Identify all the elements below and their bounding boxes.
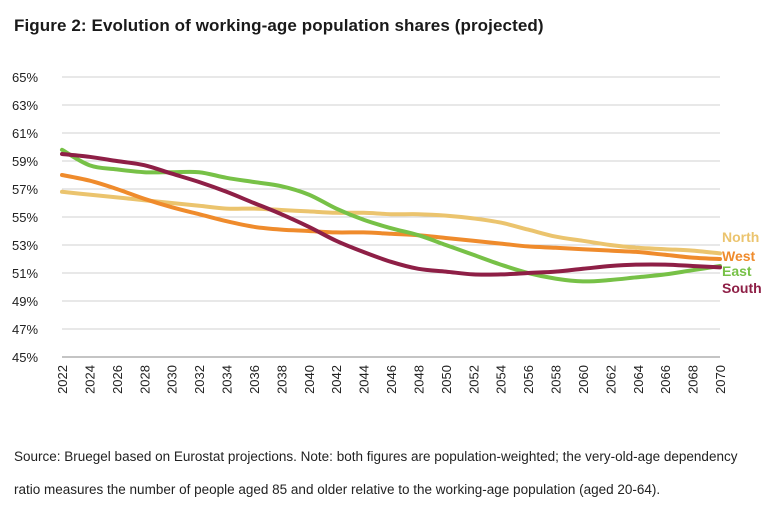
series-line-south xyxy=(60,152,722,277)
x-tick-label: 2062 xyxy=(603,365,618,394)
x-tick-label: 2068 xyxy=(686,365,701,394)
y-tick-label: 57% xyxy=(12,182,38,197)
line-chart: 45% 47% 49% 51% 53% 55% 57% 59% 61% 63% 65% 2022 202… xyxy=(12,70,762,394)
x-tick-label: 2030 xyxy=(165,365,180,394)
y-tick-label: 45% xyxy=(12,350,38,365)
x-tick-label: 2060 xyxy=(576,365,591,394)
x-tick-label: 2054 xyxy=(494,365,509,394)
x-tick-label: 2038 xyxy=(274,365,289,394)
x-tick-label: 2032 xyxy=(192,365,207,394)
y-tick-label: 49% xyxy=(12,294,38,309)
x-tick-label: 2052 xyxy=(466,365,481,394)
x-tick-label: 2056 xyxy=(521,365,536,394)
source-note: Source: Bruegel based on Eurostat projec… xyxy=(14,449,738,497)
legend-label-south: South xyxy=(722,280,762,296)
x-tick-label: 2046 xyxy=(384,365,399,394)
chart-title: Figure 2: Evolution of working-age popul… xyxy=(14,16,544,35)
x-tick-label: 2036 xyxy=(247,365,262,394)
legend-label-east: East xyxy=(722,263,752,279)
series-line-west xyxy=(60,173,722,261)
x-tick-label: 2028 xyxy=(137,365,152,394)
x-tick-label: 2040 xyxy=(302,365,317,394)
x-tick-label: 2058 xyxy=(549,365,564,394)
x-tick-label: 2048 xyxy=(411,365,426,394)
y-tick-label: 53% xyxy=(12,238,38,253)
y-tick-label: 65% xyxy=(12,70,38,85)
x-tick-label: 2024 xyxy=(82,365,97,394)
y-tick-label: 51% xyxy=(12,266,38,281)
series-line-north xyxy=(60,189,722,256)
x-tick-label: 2044 xyxy=(357,365,372,394)
x-tick-label: 2022 xyxy=(55,365,70,394)
y-tick-label: 55% xyxy=(12,210,38,225)
y-tick-label: 47% xyxy=(12,322,38,337)
y-tick-label: 61% xyxy=(12,126,38,141)
legend-label-west: West xyxy=(722,248,756,264)
x-tick-label: 2070 xyxy=(713,365,728,394)
x-tick-label: 2064 xyxy=(631,365,646,394)
y-tick-label: 63% xyxy=(12,98,38,113)
x-tick-label: 2026 xyxy=(110,365,125,394)
x-tick-label: 2042 xyxy=(329,365,344,394)
legend-label-north: North xyxy=(722,229,759,245)
x-tick-label: 2066 xyxy=(658,365,673,394)
x-tick-label: 2034 xyxy=(220,365,235,394)
x-tick-label: 2050 xyxy=(439,365,454,394)
y-tick-label: 59% xyxy=(12,154,38,169)
